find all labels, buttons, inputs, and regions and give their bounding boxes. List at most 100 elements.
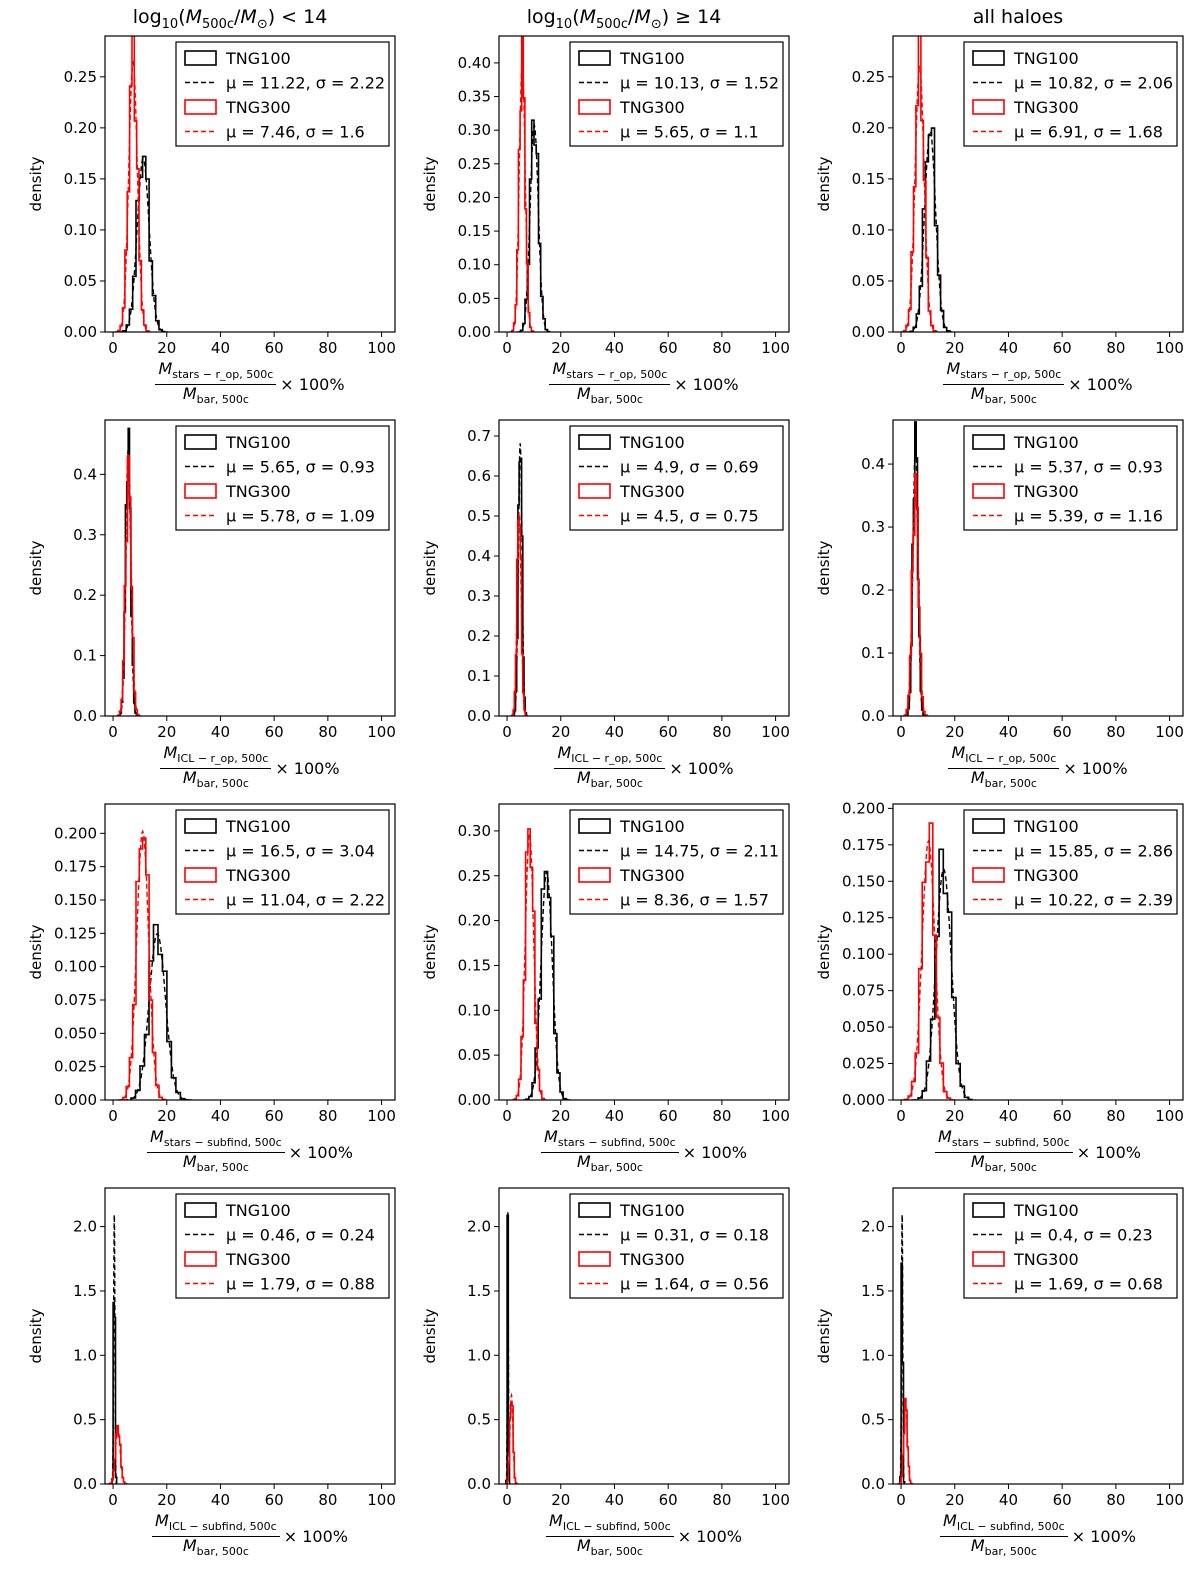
axes-frame (104, 35, 396, 333)
y-tick-label: 1.0 (73, 1346, 97, 1364)
axes-frame (892, 1187, 1184, 1485)
plot-area (897, 1214, 914, 1484)
fit-curve-tng100 (517, 123, 552, 332)
y-tick-label: 0.100 (842, 945, 885, 963)
legend-label: TNG100 (225, 433, 291, 452)
legend-swatch-histogram (578, 1251, 611, 1267)
plot-area (901, 822, 976, 1100)
fit-curve-tng300 (902, 489, 929, 716)
x-tick-label: 40 (999, 723, 1018, 741)
x-tick-label: 80 (1106, 723, 1125, 741)
legend-label: TNG100 (619, 1201, 685, 1220)
column-title-high-mass: log10(M500c/M⊙) ≥ 14 (526, 6, 722, 32)
y-tick-label: 0.200 (842, 799, 885, 817)
x-tick-label: 100 (1155, 339, 1184, 357)
x-tick-label: 40 (999, 339, 1018, 357)
plot-area (509, 36, 552, 332)
legend-label: μ = 5.65, σ = 1.1 (620, 123, 759, 142)
mass-ratio-fraction: MICL − r_op, 500c Mbar, 500c (948, 743, 1060, 793)
legend: TNG100 μ = 14.75, σ = 2.11 TNG300 μ = 8.36,… (569, 809, 784, 915)
plot-area (114, 36, 169, 332)
x-axis-label-r0-c0: Mstars − r_op, 500c Mbar, 500c × 100% (100, 359, 400, 409)
x-tick-label: 0 (896, 723, 906, 741)
x-tick-label: 80 (1106, 339, 1125, 357)
legend-box (175, 1193, 390, 1299)
y-tick-label: 1.5 (73, 1282, 97, 1300)
legend-label: μ = 16.5, σ = 3.04 (226, 842, 375, 861)
legend-label: TNG300 (1013, 98, 1079, 117)
fit-curve-tng300 (107, 1427, 128, 1484)
legend-label: TNG100 (225, 49, 291, 68)
x-tick-label: 0 (896, 1491, 906, 1509)
x-tick-label: 60 (265, 339, 284, 357)
legend-label: μ = 1.69, σ = 0.68 (1014, 1275, 1163, 1294)
mass-ratio-fraction: Mstars − r_op, 500c Mbar, 500c (943, 359, 1065, 409)
y-tick-label: 0.2 (861, 581, 885, 599)
y-tick-label: 0.0 (467, 707, 491, 725)
x-tick-label: 40 (211, 1107, 230, 1125)
x-axis-label-r1-c1: MICL − r_op, 500c Mbar, 500c × 100% (494, 743, 794, 793)
legend-swatch-histogram (972, 99, 1005, 115)
legend-box (175, 809, 390, 915)
y-tick-label: 0.10 (64, 221, 97, 239)
legend-label: μ = 1.79, σ = 0.88 (226, 1275, 375, 1294)
y-axis-label: density (27, 924, 45, 979)
histogram-tng100 (525, 870, 568, 1100)
y-tick-label: 0.25 (64, 68, 97, 86)
legend-label: μ = 11.04, σ = 2.22 (226, 891, 385, 910)
legend-swatch-histogram (972, 867, 1005, 883)
x-tick-label: 20 (551, 339, 570, 357)
x-tick-label: 0 (108, 1491, 118, 1509)
x-tick-label: 20 (945, 339, 964, 357)
legend-label: TNG100 (1013, 817, 1079, 836)
plot-area (902, 421, 929, 716)
x-axis-label-r3-c0: MICL − subfind, 500c Mbar, 500c × 100% (100, 1511, 400, 1561)
y-tick-label: 0.25 (852, 68, 885, 86)
mass-ratio-fraction: Mstars − subfind, 500c Mbar, 500c (541, 1127, 679, 1177)
x-tick-label: 100 (761, 1491, 790, 1509)
panel-r3-c2: 0 20 40 60 80 100 0.0 0.5 1.0 1.5 2.0 density TNG100… (815, 1187, 1184, 1509)
x-axis-label-r1-c0: MICL − r_op, 500c Mbar, 500c × 100% (100, 743, 400, 793)
y-tick-label: 0.175 (842, 836, 885, 854)
x-tick-label: 0 (108, 1107, 118, 1125)
x-axis-label-r0-c2: Mstars − r_op, 500c Mbar, 500c × 100% (888, 359, 1188, 409)
y-tick-label: 0.15 (64, 170, 97, 188)
legend-box (175, 425, 390, 531)
panel-r2-c0: 0 20 40 60 80 100 0.000 0.025 0.050 0.075 0.100 0.1… (27, 803, 396, 1125)
legend-label: μ = 8.36, σ = 1.57 (620, 891, 769, 910)
y-axis-label: density (815, 1308, 833, 1363)
legend-swatch-histogram (578, 818, 611, 834)
legend-swatch-histogram (578, 867, 611, 883)
fit-curve-tng100 (111, 1214, 118, 1484)
legend-label: μ = 0.46, σ = 0.24 (226, 1226, 375, 1245)
legend-label: μ = 5.37, σ = 0.93 (1014, 458, 1163, 477)
y-tick-label: 0.150 (842, 872, 885, 890)
x-tick-label: 100 (367, 1491, 396, 1509)
x-tick-label: 100 (1155, 1491, 1184, 1509)
fit-curve-tng300 (114, 60, 152, 332)
x-tick-label: 40 (605, 1107, 624, 1125)
x-tick-label: 60 (659, 1491, 678, 1509)
fit-curve-tng300 (511, 830, 548, 1100)
x-tick-label: 100 (367, 1107, 396, 1125)
legend-box (569, 425, 784, 531)
x-tick-label: 60 (265, 1107, 284, 1125)
histogram-tng300 (903, 822, 952, 1100)
x-tick-label: 80 (318, 1107, 337, 1125)
legend: TNG100 μ = 5.37, σ = 0.93 TNG300 μ = 5.39, … (963, 425, 1178, 531)
x-tick-label: 100 (1155, 723, 1184, 741)
x-axis-label-r3-c1: MICL − subfind, 500c Mbar, 500c × 100% (494, 1511, 794, 1561)
y-tick-label: 0.200 (54, 824, 97, 842)
y-tick-label: 0.30 (458, 822, 491, 840)
x-tick-label: 80 (318, 339, 337, 357)
y-tick-label: 0.00 (64, 323, 97, 341)
mass-ratio-fraction: Mstars − r_op, 500c Mbar, 500c (155, 359, 277, 409)
y-tick-label: 0.15 (852, 170, 885, 188)
y-axis-label: density (421, 1308, 439, 1363)
y-tick-label: 0.05 (852, 272, 885, 290)
y-tick-label: 0.15 (458, 956, 491, 974)
legend-swatch-histogram (184, 50, 217, 66)
y-tick-label: 0.25 (458, 155, 491, 173)
y-tick-label: 0.1 (73, 647, 97, 665)
legend-label: TNG300 (619, 98, 685, 117)
